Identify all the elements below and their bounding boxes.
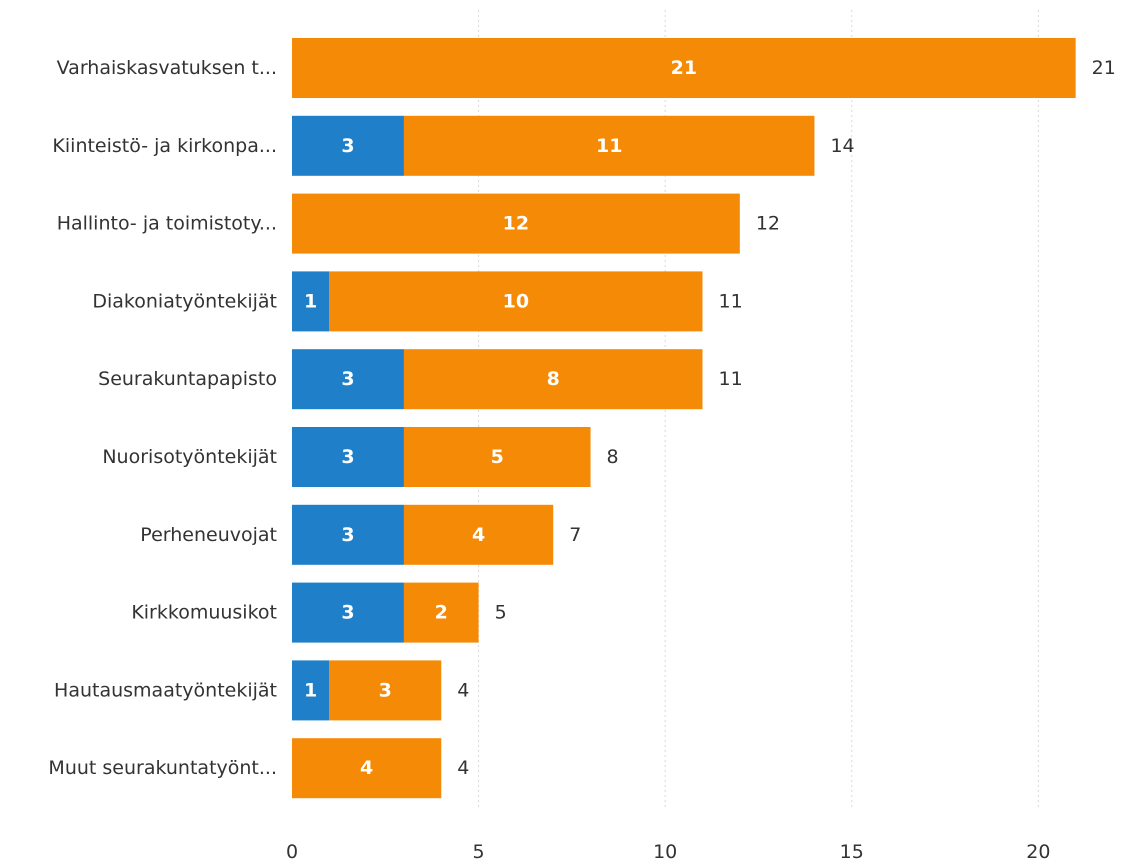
bar-segment-series-1[interactable]: [292, 271, 330, 332]
segment-value-label: 3: [379, 679, 392, 701]
total-value-label: 14: [830, 135, 854, 157]
segment-value-label: 4: [472, 524, 485, 546]
bar-segment-series-2[interactable]: [403, 427, 591, 487]
segment-value-label: 11: [596, 135, 622, 157]
category-label: Muut seurakuntatyönt...: [48, 757, 277, 779]
bar-segment-series-1[interactable]: [292, 660, 330, 721]
bar-segment-series-1[interactable]: [292, 115, 404, 176]
bar-segment-series-2[interactable]: [329, 660, 442, 721]
total-value-label: 12: [756, 213, 780, 235]
bar-segment-series-2[interactable]: [292, 38, 1076, 98]
x-tick-label: 5: [473, 841, 485, 863]
category-label: Perheneuvojat: [140, 524, 277, 546]
bar-segment-series-1[interactable]: [292, 582, 404, 643]
segment-value-label: 10: [503, 290, 529, 312]
category-label: Varhaiskasvatuksen t...: [57, 57, 277, 79]
segment-value-label: 1: [304, 290, 317, 312]
category-label: Nuorisotyöntekijät: [102, 446, 277, 468]
x-tick-label: 0: [286, 841, 298, 863]
bar-segment-series-2[interactable]: [403, 582, 479, 643]
bar-segment-series-1[interactable]: [292, 504, 404, 565]
segment-value-label: 3: [341, 602, 354, 624]
segment-value-label: 12: [503, 213, 529, 235]
segment-value-label: 3: [341, 524, 354, 546]
segment-value-label: 3: [341, 368, 354, 390]
category-label: Hautausmaatyöntekijät: [54, 679, 277, 701]
category-label: Kiinteistö- ja kirkonpa...: [52, 135, 277, 157]
segment-value-label: 3: [341, 446, 354, 468]
segment-value-label: 2: [435, 602, 448, 624]
bar-segment-series-2[interactable]: [329, 271, 703, 332]
bar-segment-series-2[interactable]: [403, 115, 815, 176]
bar-segment-series-2[interactable]: [403, 349, 703, 410]
segment-value-label: 5: [491, 446, 504, 468]
grid-lines: [478, 10, 1039, 808]
bar-segment-series-1[interactable]: [292, 349, 404, 410]
bar-segment-series-2[interactable]: [403, 504, 554, 565]
total-value-label: 21: [1092, 57, 1116, 79]
segment-value-label: 4: [360, 757, 373, 779]
total-value-label: 5: [495, 602, 507, 624]
total-value-label: 11: [719, 290, 743, 312]
category-label: Hallinto- ja toimistoty...: [57, 213, 277, 235]
category-label: Diakoniatyöntekijät: [92, 290, 277, 312]
x-tick-label: 15: [840, 841, 864, 863]
total-labels: 21 14 12 11 11 8 7 5 4 4: [457, 57, 1116, 779]
bar-segment-series-2[interactable]: [292, 193, 740, 254]
category-labels: Varhaiskasvatuksen t... Kiinteistö- ja ki…: [48, 57, 277, 779]
x-tick-label: 10: [653, 841, 677, 863]
total-value-label: 11: [719, 368, 743, 390]
x-axis-ticks: 0 5 10 15 20: [286, 841, 1051, 863]
segment-value-label: 21: [671, 57, 697, 79]
total-value-label: 4: [457, 757, 469, 779]
segment-value-label: 3: [341, 135, 354, 157]
category-label: Seurakuntapapisto: [98, 368, 277, 390]
segment-value-label: 1: [304, 679, 317, 701]
bar-segment-series-1[interactable]: [292, 427, 404, 487]
segment-value-label: 8: [547, 368, 560, 390]
total-value-label: 4: [457, 679, 469, 701]
x-tick-label: 20: [1026, 841, 1050, 863]
bar-segment-series-2[interactable]: [292, 738, 442, 799]
total-value-label: 7: [569, 524, 581, 546]
category-label: Kirkkomuusikot: [131, 602, 277, 624]
total-value-label: 8: [607, 446, 619, 468]
